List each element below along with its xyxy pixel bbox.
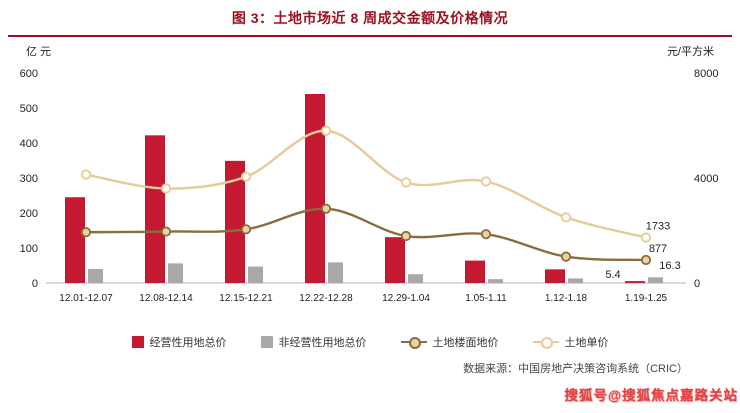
bar-非经营性用地总价	[408, 274, 423, 283]
x-axis-label: 12.29-1.04	[382, 293, 430, 304]
marker-土地楼面地价	[480, 229, 492, 240]
legend-label: 土地楼面地价	[432, 337, 499, 349]
bar-非经营性用地总价	[88, 269, 103, 283]
marker-土地楼面地价	[640, 254, 652, 266]
bar-非经营性用地总价	[568, 278, 583, 283]
left-axis-tick: 300	[20, 173, 38, 185]
chart-header: 图 3：土地市场近 8 周成交金额及价格情况	[0, 0, 740, 37]
marker-土地单价	[320, 125, 332, 136]
legend-line-marker-icon	[532, 336, 559, 349]
legend-swatch-icon	[131, 336, 144, 348]
bar-经营性用地总价	[545, 269, 565, 283]
legend-label: 非经营性用地总价	[278, 337, 367, 349]
x-axis-label: 12.22-12.28	[299, 293, 353, 304]
x-axis-label: 12.15-12.21	[219, 293, 273, 304]
bar-非经营性用地总价	[248, 266, 263, 283]
bar-非经营性用地总价	[168, 263, 183, 283]
marker-土地单价	[400, 177, 412, 188]
x-axis-label: 1.05-1.11	[465, 293, 507, 304]
legend-label: 经营性用地总价	[149, 337, 227, 349]
legend-line-marker-icon	[400, 336, 427, 349]
marker-土地楼面地价	[560, 251, 572, 262]
marker-土地楼面地价	[320, 203, 332, 214]
bar-非经营性用地总价	[648, 277, 663, 283]
line-土地单价	[85, 129, 647, 239]
chart-legend: 经营性用地总价 非经营性用地总价 土地楼面地价 土地单价	[0, 334, 740, 350]
marker-土地单价	[480, 176, 492, 187]
marker-土地楼面地价	[240, 224, 252, 235]
right-axis-unit-label: 元/平方米	[666, 46, 714, 58]
legend-item-经营性用地总价: 经营性用地总价	[131, 334, 227, 350]
legend-item-土地楼面地价: 土地楼面地价	[400, 334, 499, 350]
bar-经营性用地总价	[625, 281, 645, 283]
data-source-text: 数据来源：中国房地产决策咨询系统（CRIC）	[463, 363, 688, 375]
left-axis-tick: 400	[20, 138, 38, 150]
left-axis-tick: 100	[20, 243, 38, 255]
left-axis-tick: 0	[32, 278, 38, 290]
data-label: 877	[649, 243, 667, 255]
legend-label: 土地单价	[564, 337, 609, 349]
legend-swatch-icon	[260, 336, 273, 348]
x-axis-label: 1.12-1.18	[545, 293, 588, 304]
right-axis-tick: 0	[694, 278, 700, 290]
left-axis-tick: 500	[20, 103, 38, 115]
bar-非经营性用地总价	[488, 279, 503, 283]
left-axis-tick: 600	[20, 68, 38, 80]
bar-经营性用地总价	[225, 160, 245, 283]
combo-chart: 0 100 200 300 400 500 600 0 4000 8000 12.01-12.07 1…	[20, 68, 719, 304]
right-axis-tick: 8000	[694, 68, 718, 80]
marker-土地单价	[560, 212, 572, 223]
watermark-text: 搜狐号@搜狐焦点嘉路关站	[564, 388, 738, 403]
axis-units-row: 亿 元 元/平方米	[0, 37, 740, 59]
right-axis-tick: 4000	[694, 173, 718, 185]
x-axis-label: 12.08-12.14	[139, 293, 193, 304]
legend-item-土地单价: 土地单价	[532, 334, 609, 350]
marker-土地单价	[640, 232, 652, 243]
chart-title: 图 3：土地市场近 8 周成交金额及价格情况	[231, 10, 509, 26]
bar-经营性用地总价	[305, 94, 325, 283]
left-axis-tick: 200	[20, 208, 38, 220]
marker-土地楼面地价	[80, 227, 92, 238]
bar-经营性用地总价	[465, 260, 485, 283]
title-divider	[8, 35, 732, 37]
marker-土地楼面地价	[400, 230, 412, 242]
data-label: 16.3	[659, 260, 680, 272]
data-label: 5.4	[605, 269, 620, 281]
marker-土地楼面地价	[160, 226, 172, 237]
legend-item-非经营性用地总价: 非经营性用地总价	[260, 334, 367, 350]
bar-经营性用地总价	[385, 237, 405, 283]
marker-土地单价	[160, 183, 172, 194]
bar-非经营性用地总价	[328, 262, 343, 283]
data-label: 1733	[646, 221, 670, 233]
marker-土地单价	[80, 169, 92, 180]
bar-经营性用地总价	[145, 135, 165, 283]
left-axis-unit-label: 亿 元	[26, 46, 52, 58]
x-axis-label: 12.01-12.07	[59, 293, 113, 304]
marker-土地单价	[240, 171, 252, 182]
line-土地楼面地价	[85, 207, 647, 262]
bar-经营性用地总价	[65, 197, 85, 283]
x-axis-label: 1.19-1.25	[625, 293, 668, 304]
chart-footer: 数据来源：中国房地产决策咨询系统（CRIC） 搜狐号@搜狐焦点嘉路关站	[0, 356, 740, 408]
